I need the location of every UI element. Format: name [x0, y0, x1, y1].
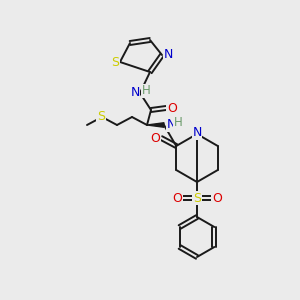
- Text: N: N: [130, 86, 140, 100]
- Text: N: N: [163, 49, 173, 62]
- Text: N: N: [192, 127, 202, 140]
- Text: S: S: [193, 191, 201, 205]
- Text: H: H: [142, 85, 150, 98]
- Polygon shape: [147, 123, 164, 127]
- Text: O: O: [150, 131, 160, 145]
- Text: H: H: [174, 116, 182, 130]
- Text: N: N: [166, 118, 176, 131]
- Text: S: S: [111, 56, 119, 68]
- Text: O: O: [212, 191, 222, 205]
- Text: O: O: [172, 191, 182, 205]
- Text: O: O: [167, 101, 177, 115]
- Text: S: S: [97, 110, 105, 124]
